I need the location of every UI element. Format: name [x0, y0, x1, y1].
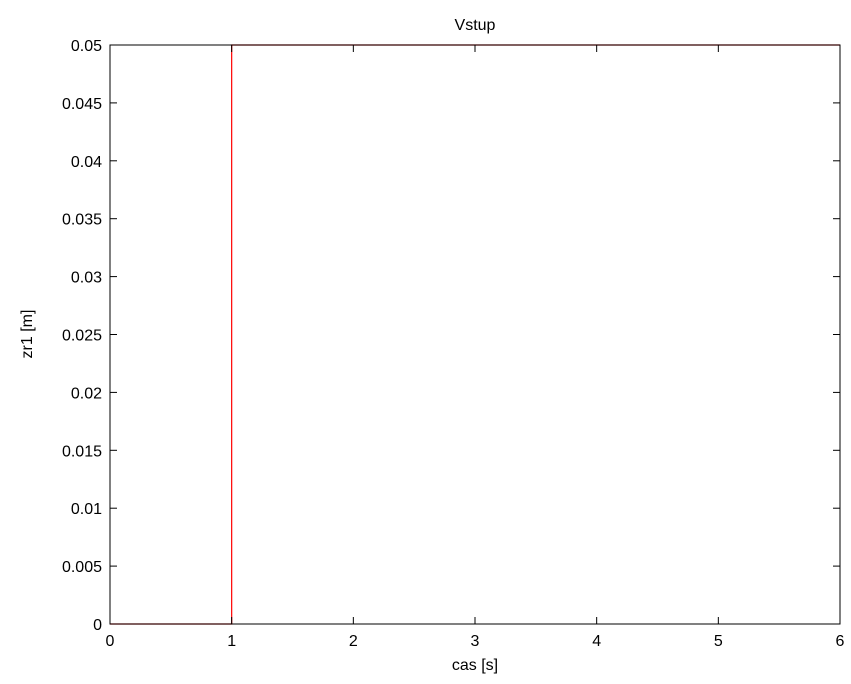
x-tick-label: 0: [106, 633, 115, 650]
y-tick-label: 0.025: [62, 328, 102, 345]
y-tick-label: 0: [93, 617, 102, 634]
y-axis-title: zr1 [m]: [19, 310, 36, 359]
y-tick-label: 0.045: [62, 96, 102, 113]
x-tick-label: 2: [349, 633, 358, 650]
y-tick-label: 0.04: [71, 154, 102, 171]
x-axis-title: cas [s]: [452, 657, 498, 674]
y-tick-label: 0.05: [71, 38, 102, 55]
x-tick-label: 5: [714, 633, 723, 650]
y-tick-label: 0.01: [71, 501, 102, 518]
chart-title: Vstup: [455, 17, 496, 34]
x-tick-label: 6: [836, 633, 845, 650]
y-tick-label: 0.035: [62, 212, 102, 229]
x-tick-label: 4: [592, 633, 601, 650]
x-tick-label: 1: [227, 633, 236, 650]
y-tick-label: 0.015: [62, 443, 102, 460]
y-tick-label: 0.02: [71, 385, 102, 402]
ticks-layer: 0 1 2 3 4 5 6 0 0.005 0.01 0.015 0.02 0.025 0.03 0.035…: [62, 38, 845, 650]
x-tick-label: 3: [471, 633, 480, 650]
plot-background: [110, 45, 840, 624]
y-tick-label: 0.03: [71, 270, 102, 287]
y-tick-label: 0.005: [62, 559, 102, 576]
plot-area: [110, 45, 840, 624]
